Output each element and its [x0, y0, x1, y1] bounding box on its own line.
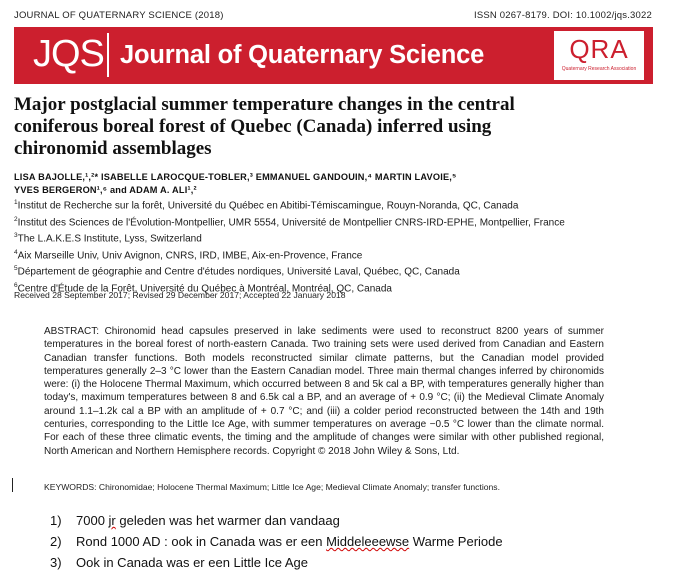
author-list: LISA BAJOLLE,¹,²* ISABELLE LAROCQUE-TOBL… — [14, 171, 634, 197]
banner-divider — [107, 33, 109, 77]
journal-issue-text: JOURNAL OF QUATERNARY SCIENCE (2018) — [14, 10, 224, 21]
affiliation: 6Centre d'Étude de la Forêt, Université … — [14, 281, 392, 294]
article-title: Major postglacial summer temperature cha… — [14, 94, 515, 159]
jqs-logo: JQS — [33, 33, 105, 75]
list-item[interactable]: 2) Rond 1000 AD : ook in Canada was er ee… — [50, 531, 503, 552]
authors-line-2: YVES BERGERON¹,⁶ and ADAM A. ALI¹,² — [14, 185, 197, 195]
spelling-error[interactable]: Middeleeewse — [326, 534, 410, 549]
text-cursor — [12, 478, 13, 492]
affiliation: 1Institut de Recherche sur la forêt, Uni… — [14, 199, 519, 212]
keywords: KEYWORDS: Chironomidae; Holocene Thermal… — [44, 482, 500, 492]
list-number: 1) — [50, 513, 62, 528]
received-dates: Received 28 September 2017; Revised 29 D… — [14, 290, 346, 300]
list-number: 2) — [50, 534, 62, 549]
abstract: ABSTRACT: Chironomid head capsules prese… — [44, 326, 604, 457]
affiliation-list: 1Institut de Recherche sur la forêt, Uni… — [14, 196, 654, 295]
journal-banner: JQS Journal of Quaternary Science QRA Qu… — [14, 27, 653, 84]
list-item[interactable]: 1) 7000 jr geleden was het warmer dan van… — [50, 510, 503, 531]
affiliation: 2Institut des Sciences de l'Évolution-Mo… — [14, 215, 565, 228]
notes-list[interactable]: 1) 7000 jr geleden was het warmer dan van… — [50, 510, 503, 573]
journal-header-line: JOURNAL OF QUATERNARY SCIENCE (2018) ISS… — [14, 10, 652, 21]
affiliation: 5Département de géographie and Centre d'… — [14, 265, 460, 278]
affiliation: 4Aix Marseille Univ, Univ Avignon, CNRS,… — [14, 248, 363, 261]
journal-title: Journal of Quaternary Science — [120, 41, 485, 69]
qra-logo-text: QRA — [569, 34, 629, 64]
affiliation: 3The L.A.K.E.S Institute, Lyss, Switzerl… — [14, 232, 202, 245]
list-item[interactable]: 3) Ook in Canada was er een Little Ice Ag… — [50, 552, 503, 573]
list-number: 3) — [50, 555, 62, 570]
spelling-error[interactable]: jr — [108, 513, 116, 528]
issn-doi-text: ISSN 0267-8179. DOI: 10.1002/jqs.3022 — [474, 10, 652, 21]
authors-line-1: LISA BAJOLLE,¹,²* ISABELLE LAROCQUE-TOBL… — [14, 172, 457, 182]
qra-logo-subtext: Quaternary Research Association — [561, 66, 637, 72]
qra-logo: QRA Quaternary Research Association — [554, 31, 644, 80]
